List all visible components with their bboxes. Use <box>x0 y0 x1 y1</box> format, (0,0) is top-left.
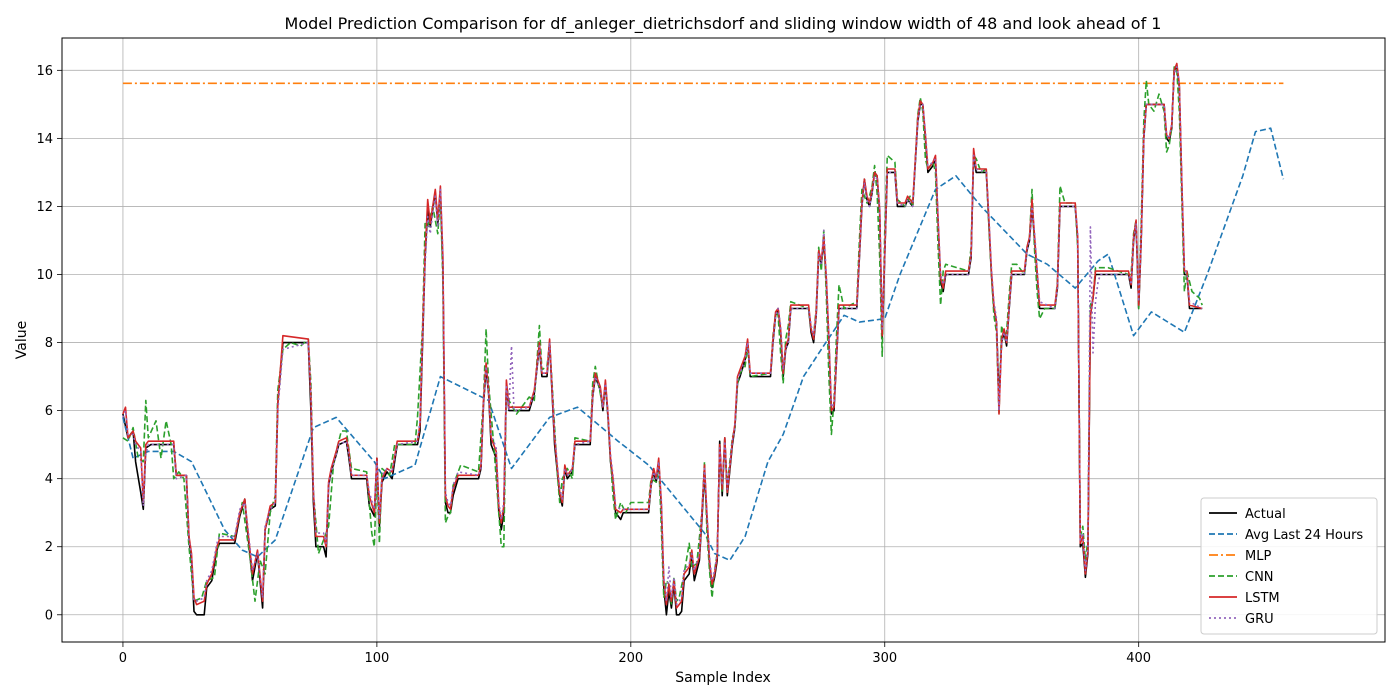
legend-label-cnn: CNN <box>1245 570 1274 585</box>
legend-label-gru: GRU <box>1245 612 1274 627</box>
y-tick-label: 4 <box>45 472 53 487</box>
x-tick-label: 400 <box>1126 651 1151 666</box>
legend: Actual Avg Last 24 Hours MLP CNN LSTM GRU <box>1200 497 1378 635</box>
y-tick-label: 12 <box>36 200 53 215</box>
legend-label-mlp: MLP <box>1245 549 1271 564</box>
gridlines <box>62 38 1385 642</box>
legend-label-lstm: LSTM <box>1245 591 1280 606</box>
x-tick-label: 200 <box>618 651 643 666</box>
series-line-gru <box>122 66 1203 606</box>
legend-box <box>1200 497 1378 635</box>
y-tick-label: 16 <box>36 64 53 79</box>
axis-ticks: 0 100 200 300 400 0 2 4 6 8 10 12 14 16 <box>36 64 1151 666</box>
y-tick-label: 2 <box>45 540 53 555</box>
x-tick-label: 100 <box>364 651 389 666</box>
plot-area-frame <box>61 37 1386 643</box>
y-tick-label: 8 <box>45 336 53 351</box>
chart-title: Model Prediction Comparison for df_anleg… <box>285 14 1162 34</box>
y-tick-label: 10 <box>36 268 53 283</box>
x-tick-label: 0 <box>119 651 127 666</box>
y-axis-label: Value <box>14 321 30 359</box>
x-axis-label: Sample Index <box>675 670 770 686</box>
y-tick-label: 14 <box>36 132 53 147</box>
y-tick-label: 6 <box>45 404 53 419</box>
series-lines <box>122 62 1285 616</box>
legend-label-actual: Actual <box>1245 507 1286 522</box>
y-tick-label: 0 <box>45 608 53 623</box>
x-tick-label: 300 <box>872 651 897 666</box>
legend-label-avg-last-24-hours: Avg Last 24 Hours <box>1245 528 1363 543</box>
series-line-lstm <box>122 62 1203 609</box>
series-line-avg-last-24-hours <box>122 127 1285 562</box>
